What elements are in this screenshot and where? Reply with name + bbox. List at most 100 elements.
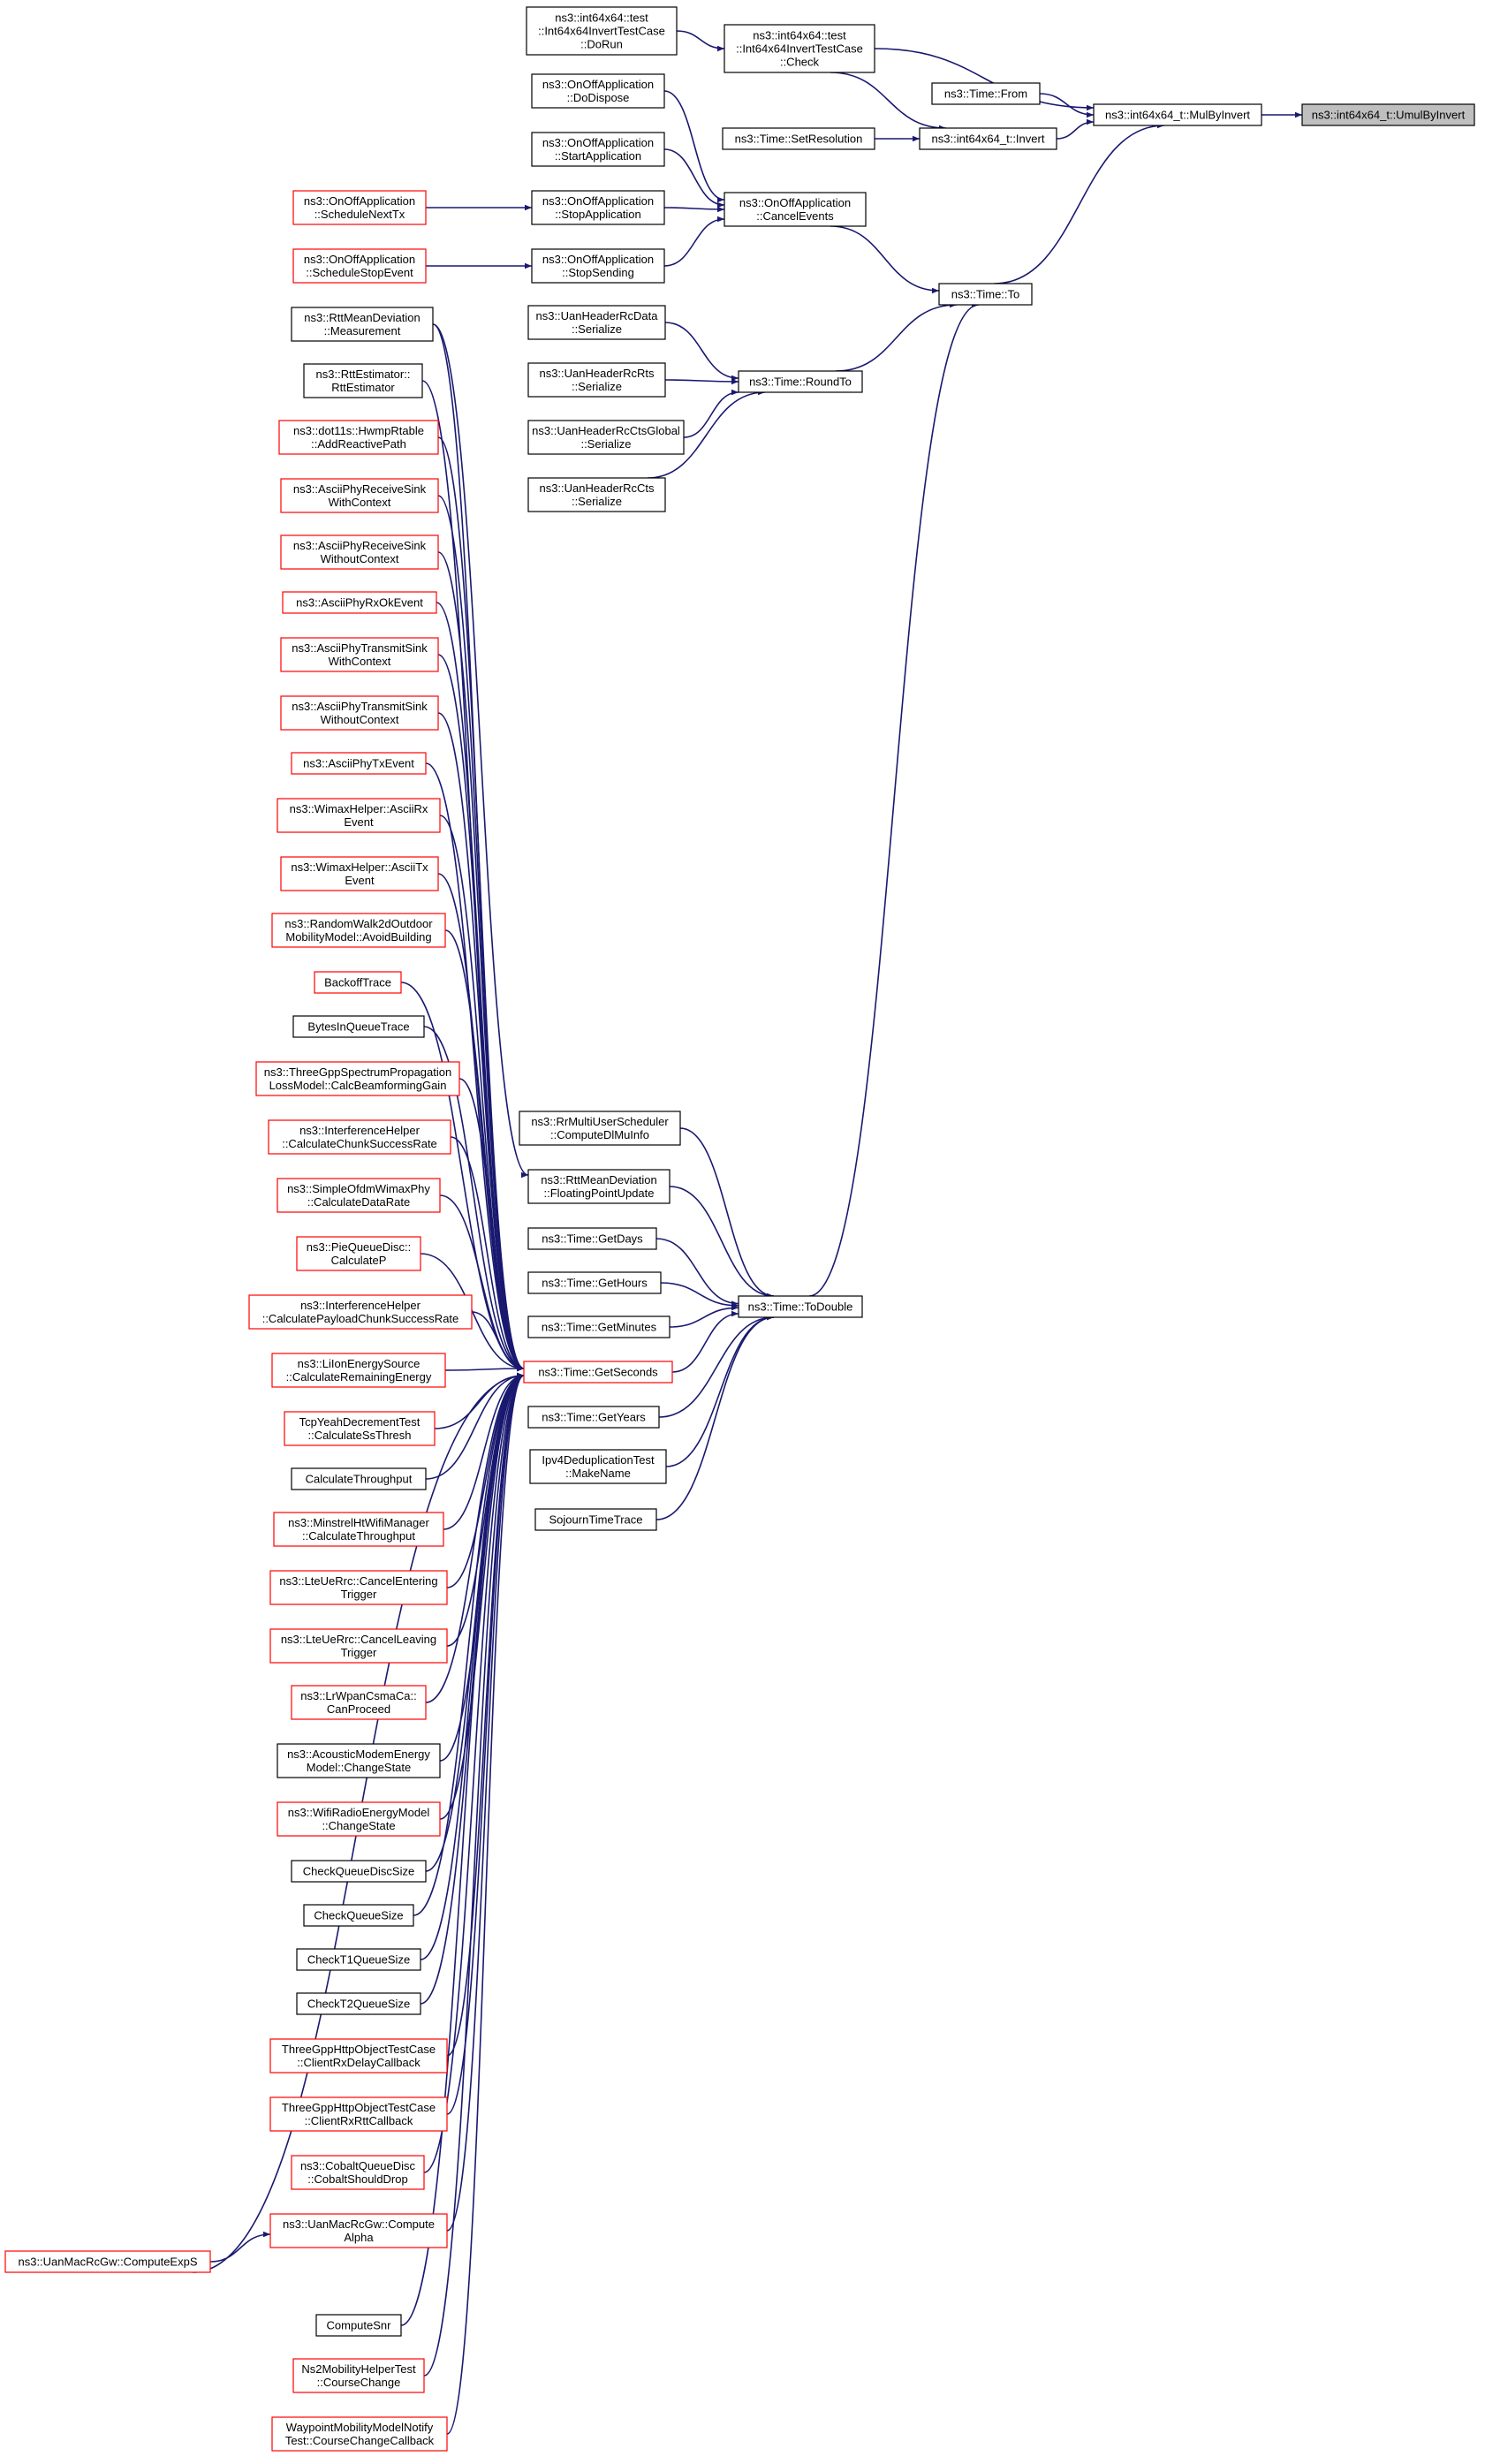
node-getdays[interactable]: ns3::Time::GetDays <box>527 1227 657 1250</box>
node-box <box>269 1570 448 1605</box>
node-label: ns3::OnOffApplication <box>739 196 851 209</box>
edge-uanrccts-to-roundto <box>647 389 766 479</box>
node-getyears[interactable]: ns3::Time::GetYears <box>527 1406 660 1429</box>
node-interfpayload[interactable]: ns3::InterferenceHelper::CalculatePayloa… <box>248 1294 473 1330</box>
node-piequeue[interactable]: ns3::PieQueueDisc::CalculateP <box>296 1236 421 1271</box>
node-from[interactable]: ns3::Time::From <box>931 82 1041 105</box>
node-invert[interactable]: ns3::int64x64_t::Invert <box>919 127 1057 150</box>
node-label: Ipv4DeduplicationTest <box>542 1453 655 1467</box>
node-interfchunk[interactable]: ns3::InterferenceHelper::CalculateChunkS… <box>268 1119 451 1155</box>
node-getminutes[interactable]: ns3::Time::GetMinutes <box>527 1315 671 1338</box>
node-cancelevents[interactable]: ns3::OnOffApplication::CancelEvents <box>724 192 867 227</box>
node-checkqsize[interactable]: CheckQueueSize <box>303 1904 414 1927</box>
node-backoff[interactable]: BackoffTrace <box>314 971 402 994</box>
node-box <box>269 2038 448 2074</box>
node-simpleofdm[interactable]: ns3::SimpleOfdmWimaxPhy::CalculateDataRa… <box>277 1178 441 1213</box>
node-startapp[interactable]: ns3::OnOffApplication::StartApplication <box>531 132 665 167</box>
node-minstrel[interactable]: ns3::MinstrelHtWifiManager::CalculateThr… <box>273 1512 444 1547</box>
node-ns2mobility[interactable]: Ns2MobilityHelperTest::CourseChange <box>292 2358 425 2393</box>
node-setres[interactable]: ns3::Time::SetResolution <box>722 127 875 150</box>
node-checkqdisc[interactable]: CheckQueueDiscSize <box>291 1860 427 1883</box>
node-mulbyinvert[interactable]: ns3::int64x64_t::MulByInvert <box>1093 103 1262 126</box>
edge-dodispose-to-cancelevents <box>663 90 725 203</box>
edge-checkt1-to-getseconds <box>420 1372 525 1960</box>
node-sojourn[interactable]: SojournTimeTrace <box>534 1508 657 1531</box>
node-label: SojournTimeTrace <box>549 1513 643 1527</box>
node-dorun[interactable]: ns3::int64x64::test::Int64x64InvertTestC… <box>526 6 678 56</box>
node-lrwpan[interactable]: ns3::LrWpanCsmaCa::CanProceed <box>291 1685 427 1720</box>
node-asciirxok[interactable]: ns3::AsciiPhyRxOkEvent <box>282 591 437 614</box>
node-box <box>938 283 1033 306</box>
node-waypoint[interactable]: WaypointMobilityModelNotifyTest::CourseC… <box>271 2416 448 2452</box>
node-uanrccts[interactable]: ns3::UanHeaderRcCts::Serialize <box>527 477 666 512</box>
node-acoustic[interactable]: ns3::AcousticModemEnergyModel::ChangeSta… <box>277 1743 441 1778</box>
node-computesnr[interactable]: ComputeSnr <box>315 2314 402 2337</box>
node-to[interactable]: ns3::Time::To <box>938 283 1033 306</box>
node-threegppspectrum[interactable]: ns3::ThreeGppSpectrumPropagationLossMode… <box>255 1061 460 1096</box>
node-box <box>291 1685 427 1720</box>
node-umul[interactable]: ns3::int64x64_t::UmulByInvert <box>1301 103 1475 126</box>
node-rttestimator[interactable]: ns3::RttEstimator::RttEstimator <box>303 363 423 398</box>
node-stopsending[interactable]: ns3::OnOffApplication::StopSending <box>531 248 665 284</box>
node-rttfloat[interactable]: ns3::RttMeanDeviation::FloatingPointUpda… <box>527 1169 671 1204</box>
node-label: ns3::Time::ToDouble <box>748 1300 853 1314</box>
node-box <box>291 1467 427 1490</box>
node-box <box>277 1178 441 1213</box>
node-randomwalk[interactable]: ns3::RandomWalk2dOutdoorMobilityModel::A… <box>271 913 446 948</box>
node-hwmp[interactable]: ns3::dot11s::HwmpRtable::AddReactivePath <box>278 420 439 455</box>
node-label: Event <box>345 874 375 887</box>
node-cobalt[interactable]: ns3::CobaltQueueDisc::CobaltShouldDrop <box>291 2155 425 2190</box>
node-box <box>269 2096 448 2132</box>
edge-todouble-to-to <box>808 301 980 1297</box>
node-checkt2[interactable]: CheckT2QueueSize <box>296 1992 421 2015</box>
node-schedstop[interactable]: ns3::OnOffApplication::ScheduleStopEvent <box>292 248 427 284</box>
node-threegpphttprtt[interactable]: ThreeGppHttpObjectTestCase::ClientRxRttC… <box>269 2096 448 2132</box>
node-label: ns3::Time::GetYears <box>542 1411 646 1424</box>
node-gethours[interactable]: ns3::Time::GetHours <box>527 1271 662 1294</box>
edge-asciitxsinkwith-to-getseconds <box>437 654 525 1372</box>
node-label: ns3::RttMeanDeviation <box>541 1173 657 1187</box>
node-calcthroughput[interactable]: CalculateThroughput <box>291 1467 427 1490</box>
node-uanrcdata[interactable]: ns3::UanHeaderRcData::Serialize <box>527 305 666 340</box>
node-stopapp[interactable]: ns3::OnOffApplication::StopApplication <box>531 190 665 225</box>
node-roundto[interactable]: ns3::Time::RoundTo <box>738 370 863 393</box>
node-asciitxevent[interactable]: ns3::AsciiPhyTxEvent <box>291 752 427 775</box>
node-wifiradio[interactable]: ns3::WifiRadioEnergyModel::ChangeState <box>277 1801 441 1837</box>
node-todouble[interactable]: ns3::Time::ToDouble <box>738 1295 863 1318</box>
node-label: WithoutContext <box>321 552 399 565</box>
node-label: ns3::RttMeanDeviation <box>304 311 420 324</box>
node-label: ns3::LteUeRrc::CancelEntering <box>279 1574 437 1588</box>
node-bytesinqueue[interactable]: BytesInQueueTrace <box>292 1015 425 1038</box>
node-rttmeasure[interactable]: ns3::RttMeanDeviation::Measurement <box>291 307 434 342</box>
node-box <box>724 24 875 73</box>
node-checkt1[interactable]: CheckT1QueueSize <box>296 1948 421 1971</box>
node-ipv4dedup[interactable]: Ipv4DeduplicationTest::MakeName <box>529 1449 667 1484</box>
node-uanexps[interactable]: ns3::UanMacRcGw::ComputeExpS <box>4 2250 211 2273</box>
node-uanrcrts[interactable]: ns3::UanHeaderRcRts::Serialize <box>527 362 666 398</box>
edge-calcthroughput-to-getseconds <box>425 1372 525 1480</box>
node-getseconds[interactable]: ns3::Time::GetSeconds <box>523 1361 673 1384</box>
node-label: ::ChangeState <box>322 1819 395 1832</box>
node-threegpphttpdelay[interactable]: ThreeGppHttpObjectTestCase::ClientRxDela… <box>269 2038 448 2074</box>
node-tcpyeah[interactable]: TcpYeahDecrementTest::CalculateSsThresh <box>284 1411 436 1446</box>
node-liion[interactable]: ns3::LiIonEnergySource::CalculateRemaini… <box>271 1353 446 1388</box>
edge-computesnr-to-getseconds <box>400 1372 525 2326</box>
node-box <box>303 363 423 398</box>
node-dodispose[interactable]: ns3::OnOffApplication::DoDispose <box>531 73 665 109</box>
node-check[interactable]: ns3::int64x64::test::Int64x64InvertTestC… <box>724 24 875 73</box>
node-rrmulti[interactable]: ns3::RrMultiUserScheduler::ComputeDlMuIn… <box>519 1111 681 1146</box>
edge-interfpayload-to-getseconds <box>471 1311 525 1372</box>
node-label: ::ComputeDlMuInfo <box>550 1128 649 1141</box>
node-uanrcctsglobal[interactable]: ns3::UanHeaderRcCtsGlobal::Serialize <box>527 420 685 455</box>
node-schednexttx[interactable]: ns3::OnOffApplication::ScheduleNextTx <box>292 190 427 225</box>
node-label: ns3::int64x64::test <box>753 29 846 42</box>
